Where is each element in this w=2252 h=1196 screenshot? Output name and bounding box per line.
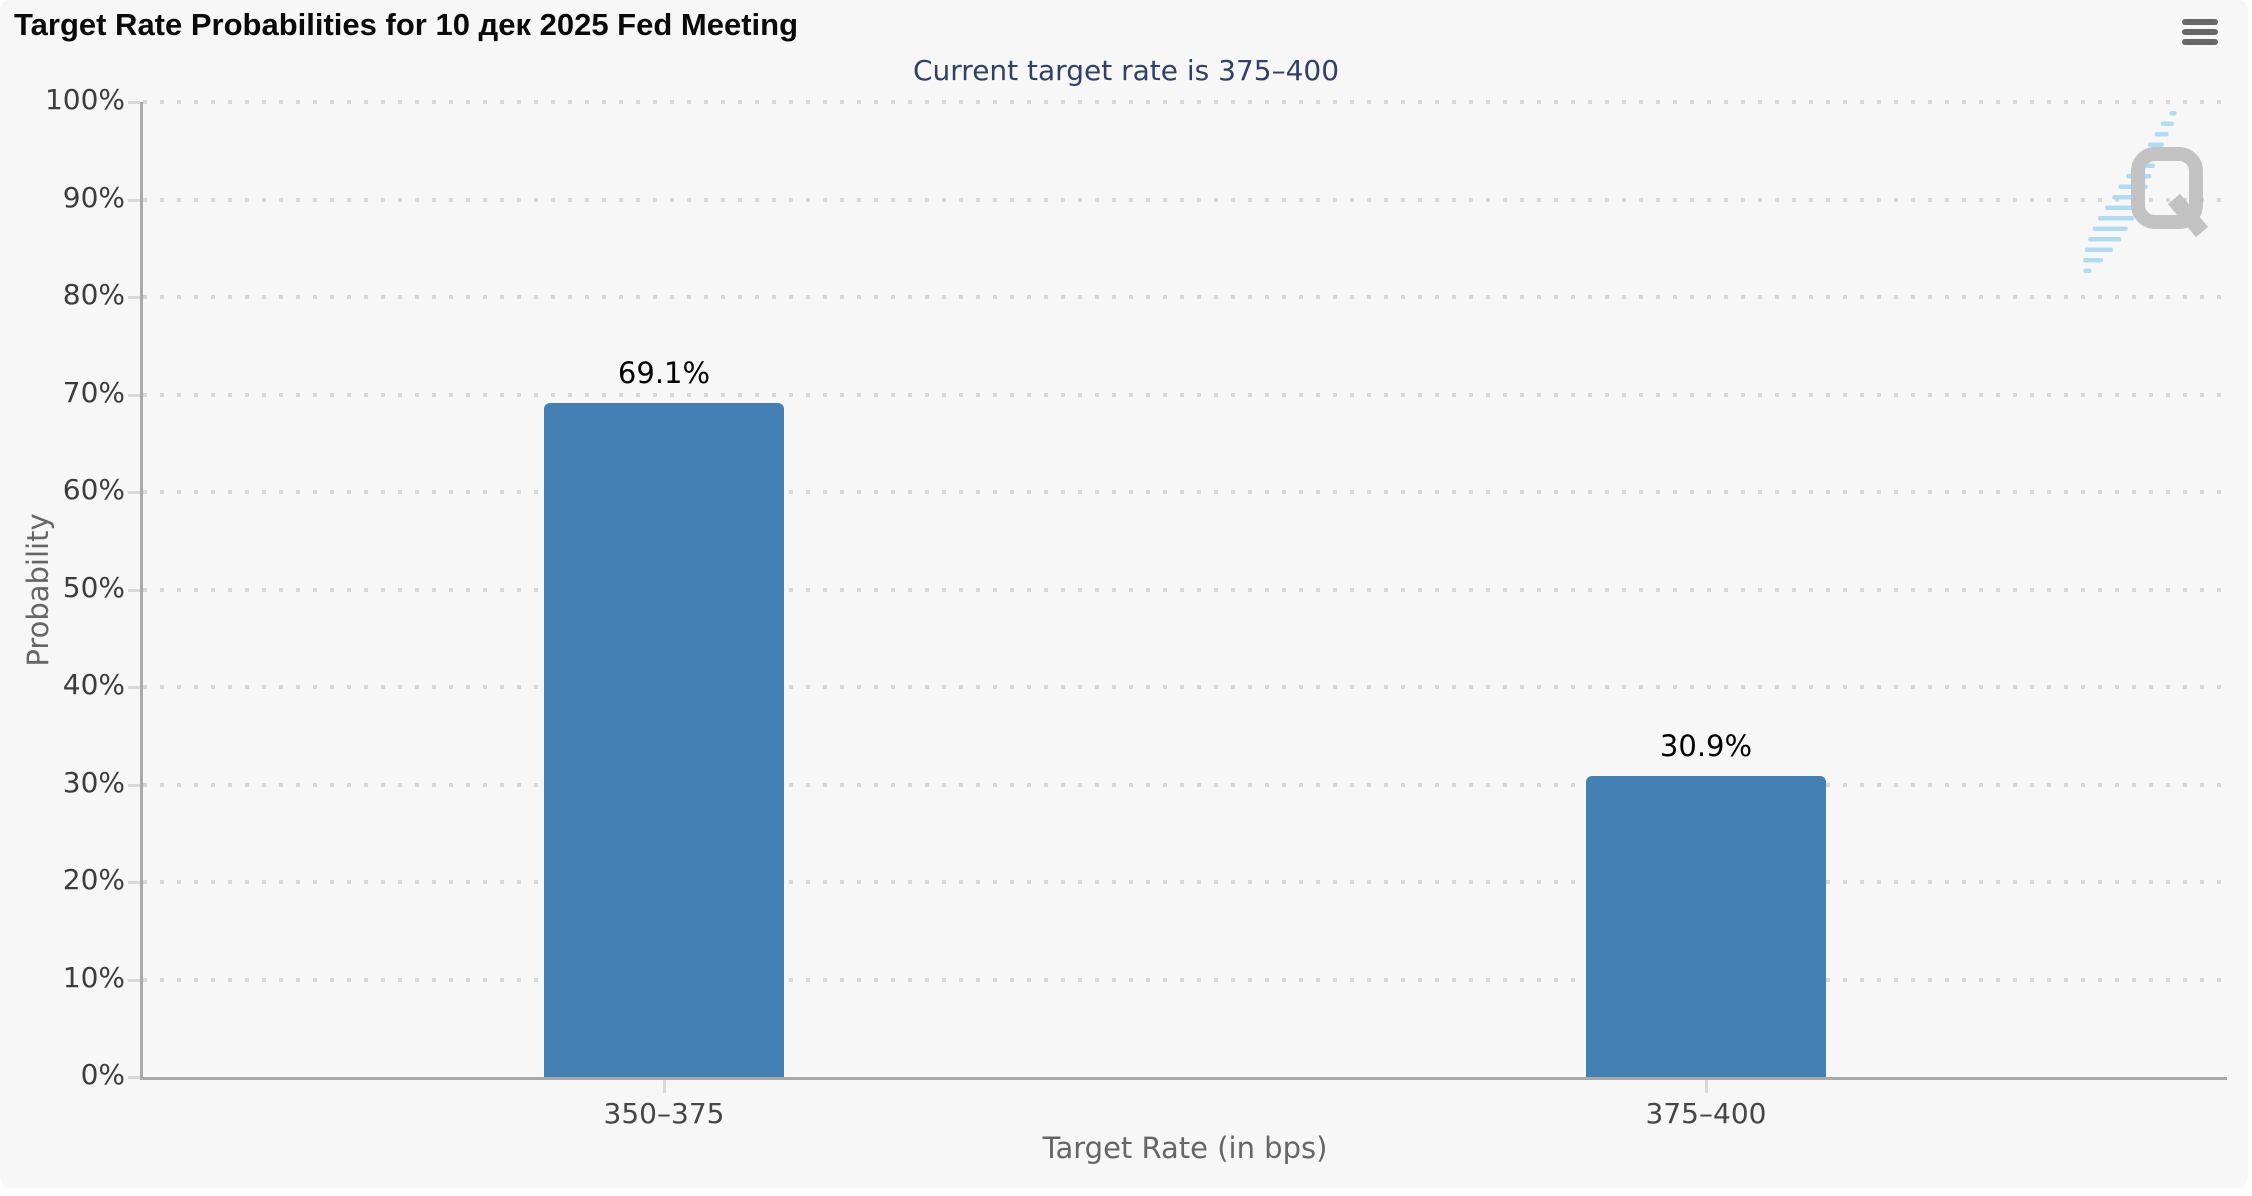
y-gridline xyxy=(143,782,2227,787)
y-axis-label: 80% xyxy=(62,278,125,311)
y-gridline xyxy=(143,685,2227,689)
y-axis-tick xyxy=(128,881,140,884)
y-gridline xyxy=(143,977,2227,982)
y-axis-label: 40% xyxy=(62,668,125,701)
y-axis-tick xyxy=(128,1076,140,1079)
x-axis-label: 350–375 xyxy=(603,1097,725,1130)
y-axis-tick xyxy=(128,783,140,787)
chart-subtitle: Current target rate is 375–400 xyxy=(912,54,1340,87)
y-axis-tick xyxy=(128,101,140,104)
y-axis-label: 60% xyxy=(62,473,125,506)
x-axis-label: 375–400 xyxy=(1645,1097,1767,1130)
y-axis-label: 0% xyxy=(80,1058,125,1091)
quikstrike-q-logo-watermark xyxy=(2083,111,2209,273)
bar-350–375[interactable] xyxy=(544,403,784,1077)
chart-context-menu-button[interactable] xyxy=(2168,8,2232,56)
bar-value-label: 30.9% xyxy=(1659,728,1753,763)
y-gridline xyxy=(143,197,2227,202)
y-gridline xyxy=(143,392,2227,397)
y-axis-label: 10% xyxy=(62,960,125,994)
y-axis-label: 100% xyxy=(44,83,125,116)
x-axis-title: Target Rate (in bps) xyxy=(1042,1131,1328,1165)
y-axis-label: 70% xyxy=(62,375,125,409)
y-axis-label: 30% xyxy=(62,765,125,799)
y-axis-tick xyxy=(128,296,140,299)
y-axis-label: 20% xyxy=(62,863,125,896)
y-axis-label: 90% xyxy=(62,180,125,214)
y-axis-tick xyxy=(128,686,140,689)
y-gridline xyxy=(143,587,2227,592)
x-axis-tick xyxy=(663,1080,666,1093)
hamburger-menu-icon xyxy=(2182,19,2218,45)
y-axis-tick xyxy=(128,198,140,202)
y-gridline xyxy=(143,295,2227,299)
chart-title: Target Rate Probabilities for 10 дек 202… xyxy=(14,7,799,42)
bar-375–400[interactable] xyxy=(1586,775,1826,1077)
y-axis-tick xyxy=(128,978,140,982)
y-axis-title: Probability xyxy=(21,513,55,667)
bar-value-label: 69.1% xyxy=(617,356,711,391)
y-axis-tick xyxy=(128,588,140,592)
y-axis-tick xyxy=(128,491,140,494)
q-glyph xyxy=(2131,147,2209,238)
y-axis-label: 50% xyxy=(62,570,125,604)
plot-area: 0% 10% 20% 30% 40% 50% 60% 70% 80% 90% 100% 69.1% 35… xyxy=(45,83,2227,1130)
y-gridline xyxy=(143,490,2227,494)
y-gridline xyxy=(143,880,2227,884)
x-axis-tick xyxy=(1705,1080,1708,1093)
y-gridline xyxy=(143,100,2227,104)
y-axis-tick xyxy=(128,393,140,397)
